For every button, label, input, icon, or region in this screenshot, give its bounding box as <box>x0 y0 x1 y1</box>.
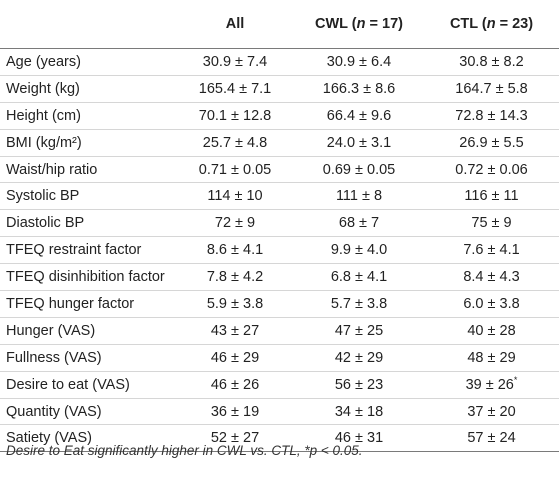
header-ctl-prefix: CTL ( <box>449 16 487 32</box>
data-table: All CWL (n = 17) CTL (n = 23) Age (years… <box>0 0 559 453</box>
cell-cwl: 24.0 ± 3.1 <box>294 129 424 157</box>
table-row: TFEQ hunger factor 5.9 ± 3.8 5.7 ± 3.8 6… <box>0 290 559 318</box>
cell-all: 8.6 ± 4.1 <box>176 236 294 265</box>
cell-all: 46 ± 29 <box>176 344 294 372</box>
cell-cwl: 6.8 ± 4.1 <box>294 263 424 292</box>
table-row: Satiety (VAS) 52 ± 27 46 ± 31 57 ± 24 <box>0 424 559 453</box>
table-footnote: Desire to Eat significantly higher in CW… <box>6 443 363 458</box>
table-row: TFEQ disinhibition factor 7.8 ± 4.2 6.8 … <box>0 263 559 292</box>
cell-cwl: 68 ± 7 <box>294 209 424 238</box>
table-row: TFEQ restraint factor 8.6 ± 4.1 9.9 ± 4.… <box>0 236 559 265</box>
header-ctl-suffix: = 23) <box>495 16 534 32</box>
row-label: BMI (kg/m²) <box>0 129 176 157</box>
cell-cwl: 9.9 ± 4.0 <box>294 236 424 265</box>
row-label: TFEQ disinhibition factor <box>0 263 176 292</box>
table-row: Systolic BP 114 ± 10 111 ± 8 116 ± 11 <box>0 182 559 211</box>
cell-all: 46 ± 26 <box>176 371 294 399</box>
cell-all: 0.71 ± 0.05 <box>176 156 294 184</box>
cell-cwl: 0.69 ± 0.05 <box>294 156 424 184</box>
table-row: Quantity (VAS) 36 ± 19 34 ± 18 37 ± 20 <box>0 398 559 426</box>
cell-cwl: 30.9 ± 6.4 <box>294 48 424 76</box>
row-label: Waist/hip ratio <box>0 156 176 184</box>
header-cwl-prefix: CWL ( <box>315 16 357 32</box>
header-cwl: CWL (n = 17) <box>294 0 424 49</box>
row-label: Systolic BP <box>0 182 176 211</box>
cell-cwl: 46 ± 31 <box>294 424 424 453</box>
cell-all: 7.8 ± 4.2 <box>176 263 294 292</box>
cell-ctl: 6.0 ± 3.8 <box>424 290 559 318</box>
cell-ctl: 48 ± 29 <box>424 344 559 372</box>
header-all: All <box>176 0 294 49</box>
row-label: Quantity (VAS) <box>0 398 176 426</box>
table-row: Weight (kg) 165.4 ± 7.1 166.3 ± 8.6 164.… <box>0 75 559 103</box>
row-label: Desire to eat (VAS) <box>0 371 176 399</box>
row-label: Hunger (VAS) <box>0 317 176 345</box>
cell-ctl: 37 ± 20 <box>424 398 559 426</box>
cell-ctl-value: 39 ± 26 <box>465 376 514 393</box>
header-empty <box>0 0 176 49</box>
row-label: Weight (kg) <box>0 75 176 103</box>
table-row: Waist/hip ratio 0.71 ± 0.05 0.69 ± 0.05 … <box>0 156 559 184</box>
cell-ctl: 7.6 ± 4.1 <box>424 236 559 265</box>
cell-all: 36 ± 19 <box>176 398 294 426</box>
row-label: Age (years) <box>0 48 176 76</box>
row-label: TFEQ hunger factor <box>0 290 176 318</box>
cell-ctl: 72.8 ± 14.3 <box>424 102 559 130</box>
cell-ctl: 0.72 ± 0.06 <box>424 156 559 184</box>
cell-all: 30.9 ± 7.4 <box>176 48 294 76</box>
cell-ctl: 8.4 ± 4.3 <box>424 263 559 292</box>
cell-ctl: 75 ± 9 <box>424 209 559 238</box>
cell-ctl: 26.9 ± 5.5 <box>424 129 559 157</box>
significance-mark: * <box>513 374 518 385</box>
cell-all: 43 ± 27 <box>176 317 294 345</box>
header-cwl-suffix: = 17) <box>365 16 403 32</box>
table-row: Fullness (VAS) 46 ± 29 42 ± 29 48 ± 29 <box>0 344 559 372</box>
cell-cwl: 56 ± 23 <box>294 371 424 399</box>
cell-ctl: 40 ± 28 <box>424 317 559 345</box>
table-row: BMI (kg/m²) 25.7 ± 4.8 24.0 ± 3.1 26.9 ±… <box>0 129 559 157</box>
header-cwl-n: n <box>356 16 366 32</box>
cell-ctl: 39 ± 26* <box>424 371 559 399</box>
cell-ctl: 164.7 ± 5.8 <box>424 75 559 103</box>
cell-cwl: 42 ± 29 <box>294 344 424 372</box>
table-row: Hunger (VAS) 43 ± 27 47 ± 25 40 ± 28 <box>0 317 559 345</box>
cell-cwl: 34 ± 18 <box>294 398 424 426</box>
table-row: Age (years) 30.9 ± 7.4 30.9 ± 6.4 30.8 ±… <box>0 48 559 76</box>
table-row: Height (cm) 70.1 ± 12.8 66.4 ± 9.6 72.8 … <box>0 102 559 130</box>
row-label: Satiety (VAS) <box>0 424 176 453</box>
cell-all: 5.9 ± 3.8 <box>176 290 294 318</box>
cell-all: 52 ± 27 <box>176 424 294 453</box>
cell-ctl: 57 ± 24 <box>424 424 559 453</box>
header-ctl: CTL (n = 23) <box>424 0 559 49</box>
table-row: Diastolic BP 72 ± 9 68 ± 7 75 ± 9 <box>0 209 559 238</box>
cell-all: 25.7 ± 4.8 <box>176 129 294 157</box>
header-ctl-n: n <box>486 16 496 32</box>
cell-all: 165.4 ± 7.1 <box>176 75 294 103</box>
cell-ctl: 116 ± 11 <box>424 182 559 211</box>
row-label: Fullness (VAS) <box>0 344 176 372</box>
cell-ctl: 30.8 ± 8.2 <box>424 48 559 76</box>
cell-cwl: 66.4 ± 9.6 <box>294 102 424 130</box>
table-row: Desire to eat (VAS) 46 ± 26 56 ± 23 39 ±… <box>0 371 559 399</box>
cell-cwl: 166.3 ± 8.6 <box>294 75 424 103</box>
row-label: Diastolic BP <box>0 209 176 238</box>
cell-all: 72 ± 9 <box>176 209 294 238</box>
header-row: All CWL (n = 17) CTL (n = 23) <box>0 0 559 49</box>
cell-cwl: 111 ± 8 <box>294 182 424 211</box>
cell-all: 70.1 ± 12.8 <box>176 102 294 130</box>
row-label: TFEQ restraint factor <box>0 236 176 265</box>
cell-cwl: 47 ± 25 <box>294 317 424 345</box>
cell-cwl: 5.7 ± 3.8 <box>294 290 424 318</box>
cell-all: 114 ± 10 <box>176 182 294 211</box>
row-label: Height (cm) <box>0 102 176 130</box>
